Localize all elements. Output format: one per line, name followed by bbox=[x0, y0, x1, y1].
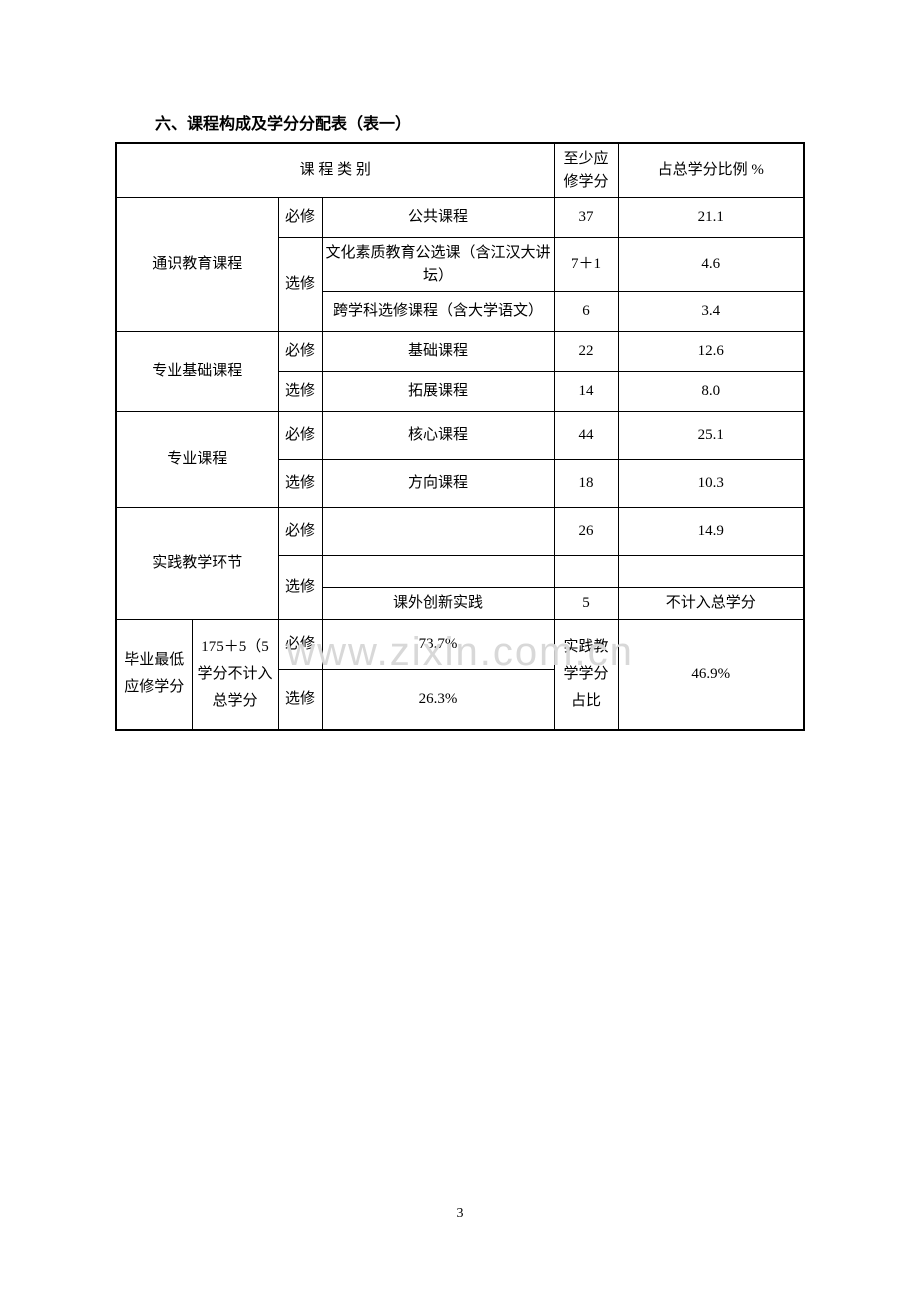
footer-elec-type: 选修 bbox=[278, 670, 322, 730]
credit-cell: 5 bbox=[554, 588, 618, 620]
header-min-credit: 至少应修学分 bbox=[554, 143, 618, 198]
credit-cell: 6 bbox=[554, 292, 618, 332]
page-number: 3 bbox=[0, 1206, 920, 1222]
course-direction: 方向课程 bbox=[322, 460, 554, 508]
credit-cell: 22 bbox=[554, 332, 618, 372]
header-percent: 占总学分比例 % bbox=[618, 143, 804, 198]
credit-table: 课 程 类 别 至少应修学分 占总学分比例 % 通识教育课程 必修 公共课程 3… bbox=[115, 142, 805, 731]
credit-cell: 14 bbox=[554, 372, 618, 412]
credit-cell bbox=[554, 556, 618, 588]
type-required: 必修 bbox=[278, 412, 322, 460]
footer-practice-pct: 46.9% bbox=[618, 620, 804, 730]
course-cross: 跨学科选修课程（含大学语文） bbox=[322, 292, 554, 332]
type-elective: 选修 bbox=[278, 238, 322, 332]
percent-cell: 3.4 bbox=[618, 292, 804, 332]
footer-req-type: 必修 bbox=[278, 620, 322, 670]
group-major: 专业课程 bbox=[116, 412, 278, 508]
course-empty bbox=[322, 508, 554, 556]
course-empty bbox=[322, 556, 554, 588]
percent-cell: 21.1 bbox=[618, 198, 804, 238]
percent-cell bbox=[618, 556, 804, 588]
footer-req-pct: 73.7% bbox=[322, 620, 554, 670]
percent-cell: 10.3 bbox=[618, 460, 804, 508]
footer-elec-pct: 26.3% bbox=[322, 670, 554, 730]
course-innovation: 课外创新实践 bbox=[322, 588, 554, 620]
type-elective: 选修 bbox=[278, 372, 322, 412]
credit-cell: 18 bbox=[554, 460, 618, 508]
credit-cell: 7＋1 bbox=[554, 238, 618, 292]
percent-cell: 不计入总学分 bbox=[618, 588, 804, 620]
course-extend: 拓展课程 bbox=[322, 372, 554, 412]
footer-label: 毕业最低应修学分 bbox=[116, 620, 192, 730]
type-required: 必修 bbox=[278, 332, 322, 372]
type-elective: 选修 bbox=[278, 556, 322, 620]
percent-cell: 4.6 bbox=[618, 238, 804, 292]
credit-cell: 44 bbox=[554, 412, 618, 460]
group-general-edu: 通识教育课程 bbox=[116, 198, 278, 332]
header-category: 课 程 类 别 bbox=[116, 143, 554, 198]
percent-cell: 25.1 bbox=[618, 412, 804, 460]
type-required: 必修 bbox=[278, 198, 322, 238]
credit-cell: 26 bbox=[554, 508, 618, 556]
percent-cell: 14.9 bbox=[618, 508, 804, 556]
course-culture: 文化素质教育公选课（含江汉大讲坛） bbox=[322, 238, 554, 292]
course-core: 核心课程 bbox=[322, 412, 554, 460]
group-foundation: 专业基础课程 bbox=[116, 332, 278, 412]
group-practice: 实践教学环节 bbox=[116, 508, 278, 620]
credit-cell: 37 bbox=[554, 198, 618, 238]
footer-practice-label: 实践教学学分占比 bbox=[554, 620, 618, 730]
percent-cell: 12.6 bbox=[618, 332, 804, 372]
course-basic: 基础课程 bbox=[322, 332, 554, 372]
type-required: 必修 bbox=[278, 508, 322, 556]
percent-cell: 8.0 bbox=[618, 372, 804, 412]
course-public: 公共课程 bbox=[322, 198, 554, 238]
footer-total: 175＋5（5 学分不计入总学分 bbox=[192, 620, 278, 730]
section-title: 六、课程构成及学分分配表（表一） bbox=[155, 110, 805, 134]
type-elective: 选修 bbox=[278, 460, 322, 508]
